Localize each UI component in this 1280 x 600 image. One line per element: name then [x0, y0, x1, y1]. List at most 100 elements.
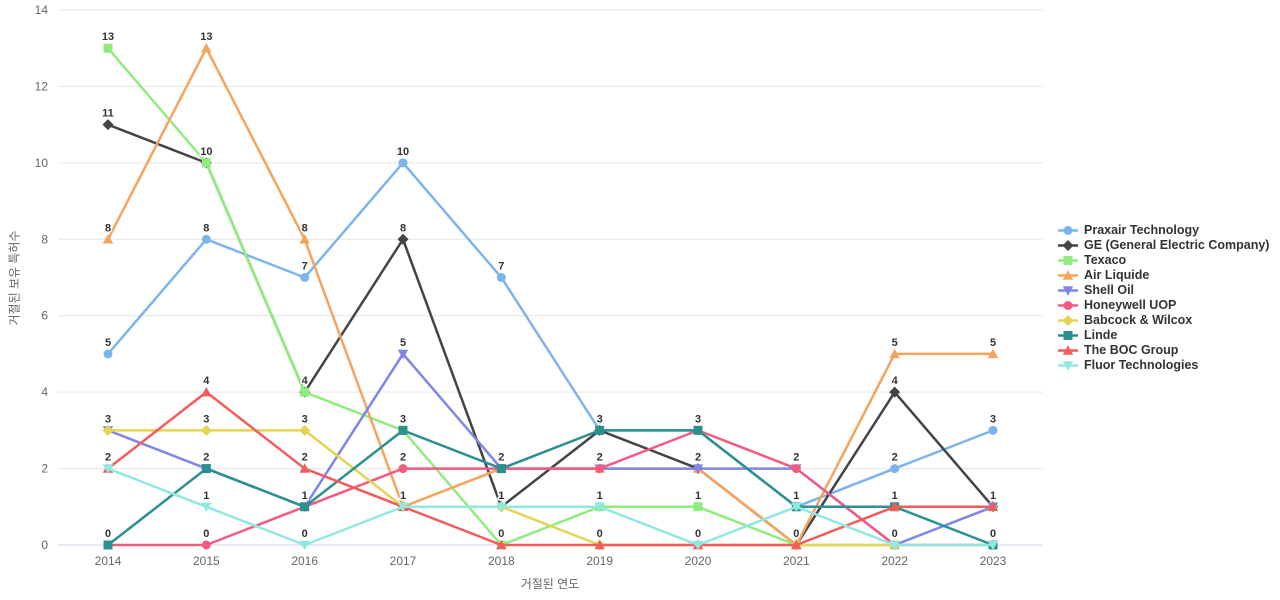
point-ge-general-electric-company-2014[interactable]	[102, 119, 114, 131]
legend-item-texaco[interactable]: Texaco	[1057, 253, 1269, 268]
data-label: 3	[695, 413, 701, 425]
point-fluor-technologies-2021[interactable]	[791, 502, 802, 512]
point-texaco-2015[interactable]	[201, 158, 211, 168]
point-the-boc-group-2016[interactable]	[299, 463, 310, 473]
x-tick-label: 2016	[291, 554, 318, 568]
point-fluor-technologies-2022[interactable]	[889, 540, 900, 551]
point-praxair-technology-2015[interactable]	[201, 234, 211, 244]
point-linde-2015[interactable]	[201, 464, 211, 474]
data-label: 1	[892, 490, 898, 502]
point-honeywell-uop-2021[interactable]	[791, 464, 801, 474]
point-the-boc-group-2018[interactable]	[496, 539, 507, 550]
point-honeywell-uop-2015[interactable]	[201, 540, 211, 550]
data-label: 0	[695, 528, 701, 540]
point-the-boc-group-2019[interactable]	[594, 539, 605, 550]
data-label: 8	[302, 222, 308, 234]
point-babcock-wilcox-2014[interactable]	[102, 424, 114, 436]
point-linde-2018[interactable]	[496, 464, 506, 474]
data-label: 1	[203, 490, 209, 502]
point-praxair-technology-2014[interactable]	[103, 349, 113, 359]
legend-label: The BOC Group	[1084, 343, 1179, 357]
legend-item-air-liquide[interactable]: Air Liquide	[1057, 268, 1269, 283]
data-label: 2	[302, 452, 308, 464]
series-line-linde	[106, 429, 995, 547]
point-the-boc-group-2023[interactable]	[987, 501, 999, 511]
x-tick-label: 2014	[95, 554, 122, 568]
series-honeywell-uop	[103, 425, 998, 550]
legend-label: Air Liquide	[1084, 268, 1150, 282]
legend-marker-shape	[1062, 361, 1074, 371]
point-linde-2016[interactable]	[300, 502, 310, 512]
data-label: 3	[203, 413, 209, 425]
point-shell-oil-2020[interactable]	[692, 464, 704, 474]
data-label: 0	[990, 528, 996, 540]
legend-marker-square-icon	[1058, 256, 1078, 265]
point-texaco-2014[interactable]	[103, 43, 113, 53]
point-praxair-technology-2023[interactable]	[988, 425, 998, 435]
x-tick-label: 2015	[193, 554, 220, 568]
legend-marker-circle-icon	[1058, 301, 1078, 310]
point-babcock-wilcox-2016[interactable]	[299, 424, 311, 436]
legend-marker-triangle-down-icon	[1058, 286, 1078, 296]
point-linde-2017[interactable]	[398, 425, 408, 435]
legend-marker-shape	[1063, 331, 1073, 340]
point-linde-2020[interactable]	[693, 425, 703, 435]
point-honeywell-uop-2017[interactable]	[398, 464, 408, 474]
series-ge-general-electric-company	[102, 119, 999, 551]
point-the-boc-group-2021[interactable]	[791, 539, 802, 550]
point-fluor-technologies-2023[interactable]	[987, 540, 999, 551]
point-ge-general-electric-company-2022[interactable]	[889, 386, 901, 398]
point-praxair-technology-2022[interactable]	[890, 464, 900, 474]
y-tick-label: 10	[35, 156, 49, 170]
point-shell-oil-2017[interactable]	[397, 349, 409, 360]
point-fluor-technologies-2015[interactable]	[201, 502, 212, 512]
point-honeywell-uop-2019[interactable]	[595, 464, 605, 474]
legend-item-shell-oil[interactable]: Shell Oil	[1057, 283, 1269, 298]
legend-label: Shell Oil	[1084, 283, 1135, 297]
point-praxair-technology-2016[interactable]	[300, 273, 310, 282]
legend-item-the-boc-group[interactable]: The BOC Group	[1057, 343, 1269, 358]
point-texaco-2020[interactable]	[693, 502, 703, 512]
point-fluor-technologies-2020[interactable]	[692, 540, 704, 551]
data-label: 3	[597, 413, 603, 425]
legend-item-praxair-technology[interactable]: Praxair Technology	[1057, 223, 1269, 238]
legend-label: Honeywell UOP	[1084, 298, 1177, 312]
point-fluor-technologies-2018[interactable]	[496, 502, 507, 512]
data-label: 5	[105, 337, 111, 349]
data-label: 4	[203, 375, 210, 387]
point-ge-general-electric-company-2017[interactable]	[397, 233, 409, 245]
point-linde-2014[interactable]	[103, 540, 113, 550]
point-the-boc-group-2022[interactable]	[889, 501, 900, 511]
legend-item-linde[interactable]: Linde	[1057, 328, 1269, 343]
point-air-liquide-2015[interactable]	[201, 43, 212, 53]
data-label: 0	[203, 528, 209, 540]
point-fluor-technologies-2016[interactable]	[299, 540, 310, 551]
point-air-liquide-2016[interactable]	[299, 234, 310, 244]
series-babcock-wilcox	[102, 424, 999, 551]
point-linde-2019[interactable]	[595, 425, 605, 435]
legend-label: Babcock & Wilcox	[1084, 313, 1193, 327]
legend-marker-shape	[1063, 256, 1073, 265]
legend-label: Texaco	[1084, 253, 1127, 267]
legend-item-honeywell-uop[interactable]: Honeywell UOP	[1057, 298, 1269, 313]
point-fluor-technologies-2017[interactable]	[397, 502, 409, 512]
legend-item-babcock-wilcox[interactable]: Babcock & Wilcox	[1057, 313, 1269, 328]
point-the-boc-group-2015[interactable]	[201, 386, 212, 397]
point-air-liquide-2023[interactable]	[987, 348, 999, 359]
data-label: 13	[102, 31, 114, 43]
point-texaco-2016[interactable]	[300, 387, 310, 397]
data-label: 0	[302, 528, 308, 540]
point-praxair-technology-2018[interactable]	[496, 273, 506, 282]
x-tick-label: 2021	[783, 554, 810, 568]
point-fluor-technologies-2014[interactable]	[102, 464, 114, 474]
legend-label: Linde	[1084, 328, 1118, 342]
point-praxair-technology-2017[interactable]	[398, 158, 408, 168]
legend-item-fluor-technologies[interactable]: Fluor Technologies	[1057, 358, 1269, 373]
point-fluor-technologies-2019[interactable]	[594, 502, 605, 512]
point-air-liquide-2022[interactable]	[889, 348, 900, 359]
point-air-liquide-2014[interactable]	[102, 234, 114, 244]
legend-item-ge-general-electric-company[interactable]: GE (General Electric Company)	[1057, 238, 1269, 253]
legend-marker-shape	[1062, 286, 1074, 296]
point-babcock-wilcox-2015[interactable]	[200, 424, 212, 436]
